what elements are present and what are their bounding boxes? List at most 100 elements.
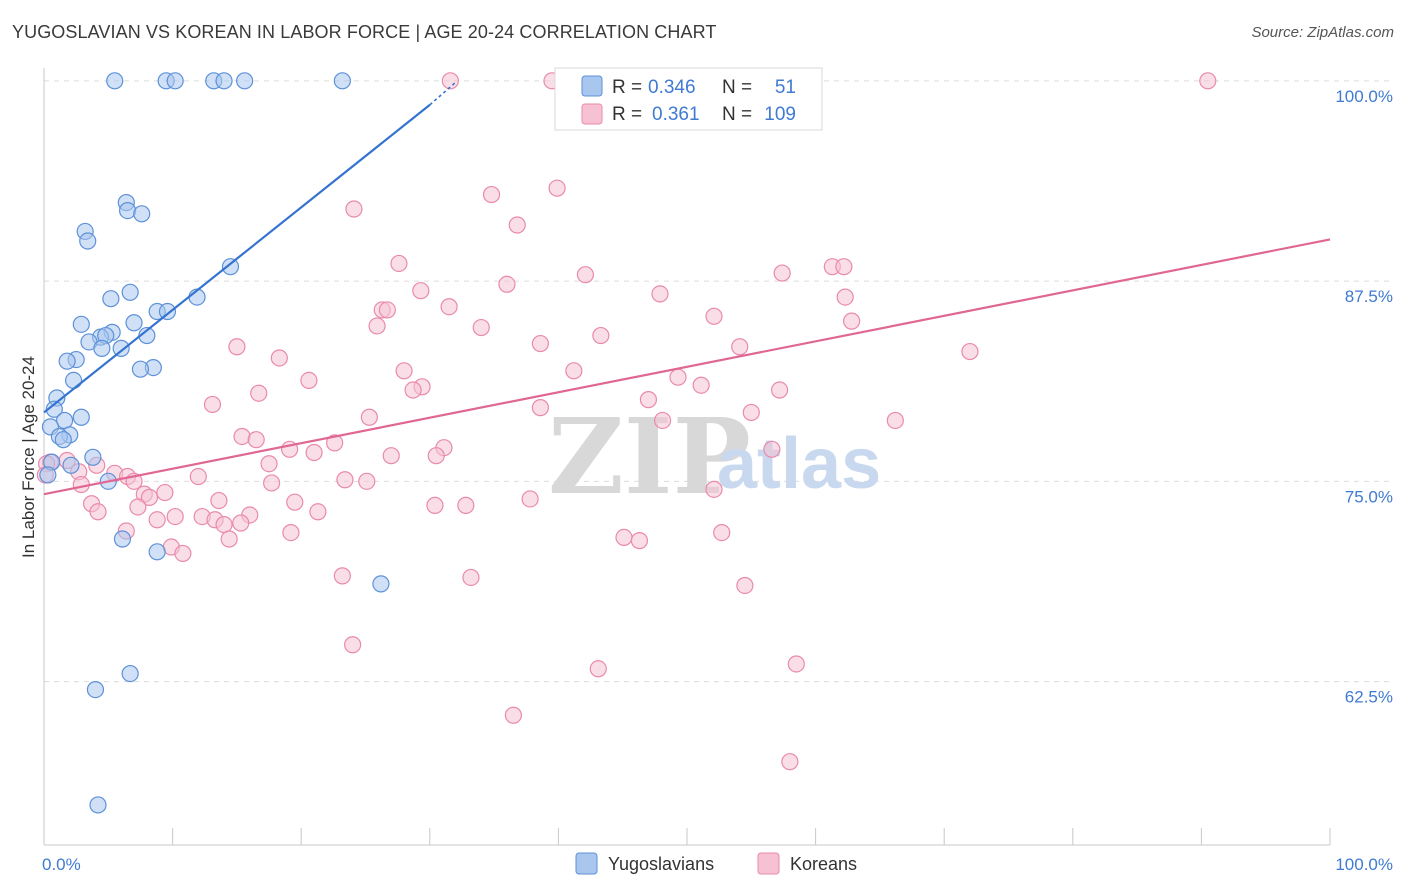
yugoslavian-point-6 bbox=[333, 72, 351, 90]
y-tick-label-0: 62.5% bbox=[1345, 688, 1393, 707]
korean-point-71 bbox=[140, 488, 159, 506]
yugoslavian-point-30 bbox=[131, 360, 150, 378]
legend-n-value-1: 51 bbox=[775, 77, 796, 98]
korean-point-84 bbox=[148, 511, 166, 529]
yugoslavian-point-39 bbox=[54, 431, 72, 449]
korean-point-61 bbox=[189, 467, 207, 486]
korean-point-66 bbox=[263, 474, 281, 492]
korean-point-34 bbox=[692, 376, 710, 394]
korean-point-95 bbox=[174, 544, 192, 563]
korean-point-86 bbox=[215, 515, 233, 534]
korean-point-90 bbox=[713, 524, 731, 542]
korean-point-77 bbox=[457, 496, 475, 514]
korean-point-48 bbox=[326, 434, 344, 452]
korean-point-91 bbox=[220, 530, 238, 548]
yugoslavian-point-12 bbox=[221, 258, 240, 276]
chart-title: YUGOSLAVIAN VS KOREAN IN LABOR FORCE | A… bbox=[12, 22, 717, 42]
korean-point-93 bbox=[630, 532, 649, 550]
korean-point-43 bbox=[360, 408, 378, 426]
korean-point-21 bbox=[843, 312, 861, 330]
yugoslavian-point-13 bbox=[121, 283, 139, 301]
yugoslavian-point-17 bbox=[158, 302, 177, 321]
y-tick-labels: 62.5% 75.0% 87.5% 100.0% bbox=[1335, 87, 1393, 707]
korean-point-31 bbox=[565, 362, 583, 380]
korean-point-58 bbox=[260, 455, 278, 473]
korean-points bbox=[36, 72, 1217, 771]
korean-point-40 bbox=[203, 395, 222, 414]
korean-point-53 bbox=[382, 447, 400, 465]
korean-point-19 bbox=[378, 301, 396, 319]
y-axis-label: In Labor Force | Age 20-24 bbox=[19, 356, 38, 558]
korean-point-6 bbox=[345, 200, 363, 218]
yugoslavian-point-40 bbox=[84, 448, 102, 466]
korean-point-8 bbox=[390, 254, 408, 273]
korean-point-68 bbox=[705, 480, 723, 498]
korean-point-28 bbox=[961, 342, 979, 361]
korean-point-20 bbox=[705, 307, 723, 325]
korean-point-96 bbox=[333, 567, 351, 585]
korean-point-13 bbox=[498, 275, 516, 293]
x-tick-labels: 0.0% 100.0% bbox=[42, 855, 1393, 874]
korean-point-92 bbox=[615, 528, 633, 547]
y-tick-label-3: 100.0% bbox=[1335, 87, 1393, 106]
yugoslavian-point-47 bbox=[372, 575, 390, 593]
korean-point-16 bbox=[836, 288, 854, 306]
legend-r-value-1: 0.346 bbox=[648, 77, 696, 98]
gridlines bbox=[44, 80, 1392, 683]
x-tick-max: 100.0% bbox=[1335, 855, 1393, 874]
korean-point-22 bbox=[368, 317, 386, 335]
yugoslavian-point-0 bbox=[106, 72, 124, 90]
yugoslavian-point-11 bbox=[79, 232, 97, 250]
yugoslavian-point-9 bbox=[133, 205, 151, 223]
legend-r-label-2: R = bbox=[612, 104, 642, 125]
korean-point-12 bbox=[835, 258, 853, 276]
legend-n-value-2: 109 bbox=[764, 104, 796, 125]
korean-point-24 bbox=[592, 326, 610, 345]
korean-point-69 bbox=[156, 483, 174, 502]
trend-lines bbox=[43, 81, 1331, 496]
korean-point-4 bbox=[548, 179, 566, 197]
korean-point-79 bbox=[89, 503, 107, 521]
legend-n-label-2: N = bbox=[722, 104, 752, 125]
korean-point-101 bbox=[589, 660, 607, 678]
y-tick-label-2: 87.5% bbox=[1345, 287, 1393, 306]
legend-swatch-koreans bbox=[581, 103, 603, 125]
korean-point-73 bbox=[210, 491, 228, 510]
yugoslavian-point-19 bbox=[125, 314, 143, 332]
legend-r-label-1: R = bbox=[612, 77, 642, 98]
korean-point-100 bbox=[787, 655, 805, 673]
yugoslavian-point-48 bbox=[121, 664, 139, 683]
yugoslavian-point-28 bbox=[58, 352, 76, 370]
source-label: Source: ZipAtlas.com bbox=[1251, 24, 1394, 41]
korean-point-32 bbox=[300, 371, 318, 390]
yugoslavian-point-4 bbox=[215, 72, 233, 90]
legend-r-value-2: 0.361 bbox=[652, 104, 700, 125]
korean-point-54 bbox=[427, 447, 445, 465]
korean-point-37 bbox=[770, 381, 789, 399]
yugoslavian-point-8 bbox=[118, 201, 137, 220]
korean-point-78 bbox=[129, 498, 147, 516]
korean-point-41 bbox=[531, 399, 549, 417]
yugoslavian-point-14 bbox=[102, 290, 120, 308]
korean-point-15 bbox=[651, 285, 669, 303]
korean-point-26 bbox=[228, 338, 246, 356]
yugoslavian-point-43 bbox=[39, 466, 57, 484]
yugoslavian-point-31 bbox=[64, 371, 83, 390]
watermark-atlas: atlas bbox=[717, 424, 881, 504]
yugoslavian-point-25 bbox=[93, 339, 111, 357]
korean-point-72 bbox=[521, 490, 539, 508]
legend-n-label-1: N = bbox=[722, 77, 752, 98]
korean-point-5 bbox=[482, 185, 501, 204]
korean-point-98 bbox=[736, 576, 754, 595]
series-legend: Yugoslavians Koreans bbox=[575, 852, 857, 875]
korean-point-10 bbox=[773, 264, 791, 282]
korean-point-80 bbox=[309, 503, 327, 521]
korean-point-27 bbox=[731, 338, 749, 356]
korean-point-25 bbox=[531, 334, 549, 353]
korean-point-23 bbox=[472, 318, 490, 337]
korean-point-14 bbox=[412, 282, 430, 300]
korean-point-76 bbox=[426, 496, 444, 514]
bottom-legend-label-yugoslavians: Yugoslavians bbox=[608, 854, 714, 874]
korean-point-47 bbox=[247, 431, 265, 449]
yugoslavian-point-18 bbox=[72, 315, 90, 333]
